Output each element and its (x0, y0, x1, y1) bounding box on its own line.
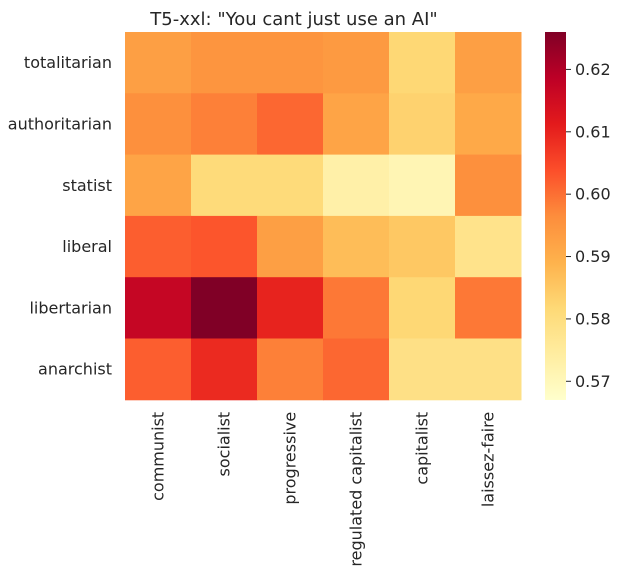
heatmap-cell (125, 338, 192, 401)
y-tick-label: liberal (62, 237, 112, 256)
x-tick-label: laissez-faire (479, 412, 498, 507)
heatmap-cell (257, 338, 324, 401)
heatmap-cell (191, 93, 258, 156)
y-tick-label: anarchist (38, 360, 112, 379)
heatmap-cell (389, 215, 456, 278)
heatmap-cell (389, 154, 456, 217)
colorbar-tick-label: 0.61 (575, 122, 611, 141)
heatmap-cell (191, 32, 258, 94)
y-tick-label: statist (62, 176, 112, 195)
heatmap-cell (389, 277, 456, 339)
chart-title: T5-xxl: "You cant just use an AI" (149, 9, 437, 30)
heatmap-cell (389, 32, 456, 94)
heatmap-cell (323, 93, 390, 156)
heatmap-cell (257, 154, 324, 217)
x-tick-label: capitalist (413, 412, 432, 485)
heatmap-cell (323, 338, 390, 401)
colorbar-ticks: 0.57 0.58 0.59 0.60 0.61 0.62 (566, 60, 611, 391)
x-axis-tick-labels: communist socialist progressive regulated c… (149, 412, 498, 567)
y-tick-label: libertarian (29, 298, 112, 317)
heatmap-cell (191, 338, 258, 401)
y-axis-tick-labels: totalitarian authoritarian statist liberal l… (8, 53, 112, 379)
heatmap-cell (257, 32, 324, 94)
heatmap-cell (389, 93, 456, 156)
colorbar-tick-label: 0.62 (575, 60, 611, 79)
colorbar-tick-label: 0.60 (575, 185, 611, 204)
y-tick-label: authoritarian (8, 114, 112, 133)
colorbar: 0.57 0.58 0.59 0.60 0.61 0.62 (545, 32, 611, 400)
heatmap-cell (455, 93, 522, 156)
heatmap-cell (455, 215, 522, 278)
heatmap-cell (455, 154, 522, 217)
x-tick-label: progressive (281, 412, 300, 505)
heatmap-cell (191, 215, 258, 278)
heatmap-cell (323, 32, 390, 94)
heatmap-cell (191, 277, 258, 339)
heatmap-cell (125, 93, 192, 156)
heatmap-cell (191, 154, 258, 217)
heatmap-cells (125, 32, 522, 401)
heatmap-cell (323, 215, 390, 278)
heatmap-cell (323, 154, 390, 217)
heatmap-cell (257, 215, 324, 278)
heatmap-cell (455, 277, 522, 339)
heatmap-cell (125, 32, 192, 94)
heatmap-cell (389, 338, 456, 401)
colorbar-tick-label: 0.57 (575, 372, 611, 391)
x-tick-label: socialist (215, 412, 234, 477)
heatmap-cell (257, 277, 324, 339)
colorbar-tick-label: 0.58 (575, 309, 611, 328)
colorbar-gradient (545, 32, 566, 400)
x-tick-label: communist (149, 412, 168, 501)
colorbar-tick-label: 0.59 (575, 247, 611, 266)
heatmap-cell (125, 277, 192, 339)
heatmap-cell (323, 277, 390, 339)
heatmap-cell (455, 338, 522, 401)
heatmap-cell (455, 32, 522, 94)
x-tick-label: regulated capitalist (347, 412, 366, 567)
heatmap-cell (125, 154, 192, 217)
y-tick-label: totalitarian (24, 53, 112, 72)
heatmap-cell (257, 93, 324, 156)
heatmap-cell (125, 215, 192, 278)
